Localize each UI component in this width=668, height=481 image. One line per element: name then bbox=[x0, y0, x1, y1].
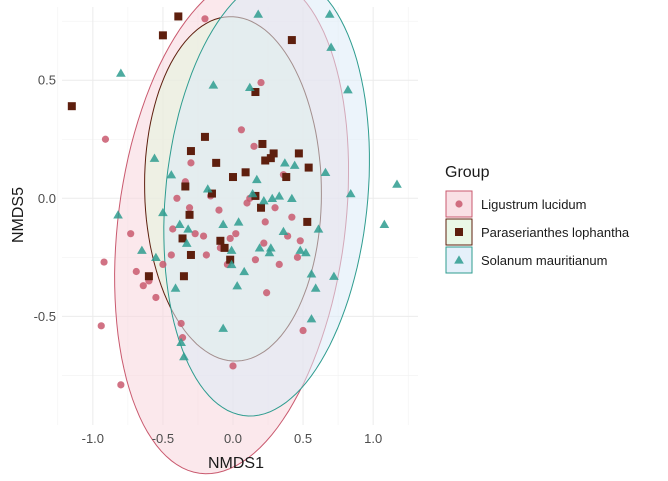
data-point bbox=[181, 182, 189, 190]
data-point bbox=[203, 251, 210, 258]
data-point bbox=[276, 261, 283, 268]
data-point bbox=[187, 147, 195, 155]
data-point bbox=[282, 173, 290, 181]
x-tick-label: -0.5 bbox=[152, 431, 174, 446]
data-point bbox=[215, 206, 222, 213]
data-point bbox=[216, 237, 224, 245]
data-point bbox=[227, 235, 234, 242]
data-point bbox=[229, 362, 236, 369]
data-point bbox=[260, 240, 267, 247]
legend: Group Ligustrum lucidum Paraserianthes lo… bbox=[445, 164, 630, 273]
legend-title: Group bbox=[445, 164, 490, 181]
y-axis-title: NMDS5 bbox=[10, 187, 27, 243]
data-point bbox=[257, 79, 264, 86]
data-point bbox=[257, 204, 265, 212]
x-tick-label: 0.5 bbox=[294, 431, 312, 446]
data-point bbox=[262, 218, 269, 225]
x-tick-label: -1.0 bbox=[82, 431, 104, 446]
data-point bbox=[238, 126, 245, 133]
data-point bbox=[250, 143, 257, 150]
data-point bbox=[263, 289, 270, 296]
data-point bbox=[145, 272, 153, 280]
data-point bbox=[133, 268, 140, 275]
data-point bbox=[295, 149, 303, 157]
data-point bbox=[258, 140, 266, 148]
data-point bbox=[201, 15, 208, 22]
x-tick-label: 0.0 bbox=[224, 431, 242, 446]
data-point bbox=[169, 225, 176, 232]
data-point bbox=[229, 173, 237, 181]
data-point bbox=[192, 230, 199, 237]
data-point bbox=[186, 211, 194, 219]
legend-label: Ligustrum lucidum bbox=[481, 197, 587, 212]
data-point bbox=[174, 12, 182, 20]
data-point bbox=[100, 258, 107, 265]
data-point bbox=[252, 256, 259, 263]
data-point bbox=[68, 102, 76, 110]
data-point bbox=[299, 327, 306, 334]
data-point bbox=[187, 251, 195, 259]
data-point bbox=[297, 237, 304, 244]
data-point bbox=[159, 31, 167, 39]
data-point bbox=[242, 168, 250, 176]
data-point bbox=[102, 136, 109, 143]
data-point bbox=[168, 251, 175, 258]
data-point bbox=[305, 164, 313, 172]
x-axis-title: NMDS1 bbox=[208, 455, 264, 472]
data-point bbox=[288, 214, 295, 221]
data-point bbox=[270, 149, 278, 157]
y-tick-label: 0.5 bbox=[38, 73, 56, 88]
data-point bbox=[232, 230, 239, 237]
legend-marker bbox=[455, 228, 463, 236]
data-point bbox=[178, 320, 185, 327]
y-tick-label: 0.0 bbox=[38, 191, 56, 206]
data-point bbox=[212, 159, 220, 167]
data-point bbox=[116, 69, 126, 77]
data-point bbox=[140, 282, 147, 289]
legend-label: Paraserianthes lophantha bbox=[481, 225, 630, 240]
data-point bbox=[303, 218, 311, 226]
y-tick-label: -0.5 bbox=[34, 309, 56, 324]
data-point bbox=[221, 244, 229, 252]
data-point bbox=[187, 159, 194, 166]
legend-label: Solanum mauritianum bbox=[481, 253, 607, 268]
legend-marker bbox=[455, 200, 462, 207]
group-ellipses bbox=[115, 0, 370, 474]
data-point bbox=[186, 204, 193, 211]
data-point bbox=[180, 272, 188, 280]
x-tick-label: 1.0 bbox=[364, 431, 382, 446]
data-point bbox=[294, 254, 301, 261]
data-point bbox=[159, 261, 166, 268]
data-point bbox=[288, 36, 296, 44]
data-point bbox=[380, 220, 390, 228]
data-point bbox=[152, 294, 159, 301]
data-point bbox=[117, 381, 124, 388]
data-point bbox=[98, 322, 105, 329]
data-point bbox=[173, 195, 180, 202]
data-point bbox=[201, 133, 209, 141]
data-point bbox=[200, 232, 207, 239]
data-point bbox=[271, 204, 278, 211]
data-point bbox=[127, 230, 134, 237]
data-point bbox=[392, 180, 402, 188]
